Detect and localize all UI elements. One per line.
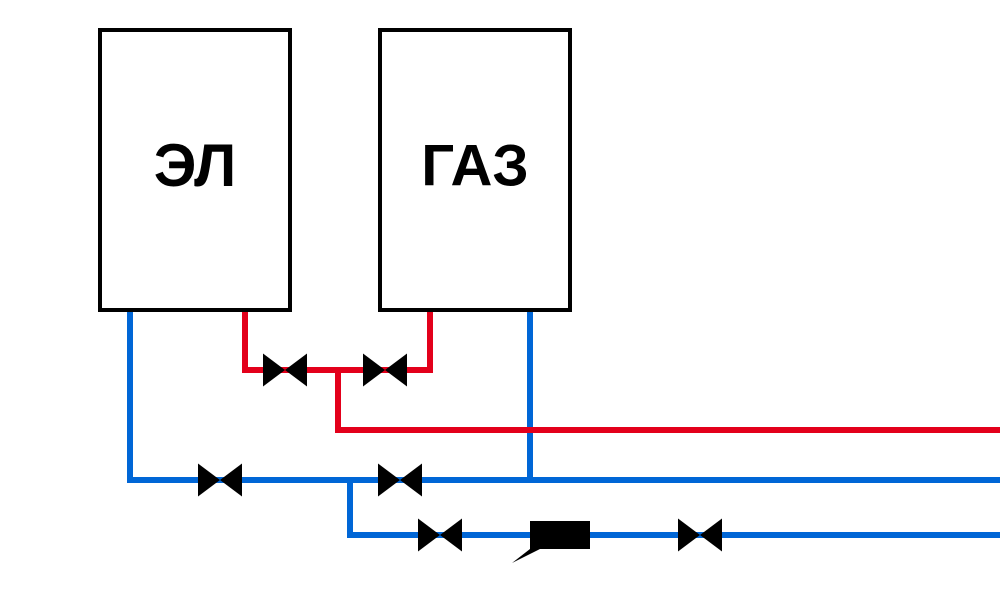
hot-pipe — [338, 370, 1000, 430]
pipes — [130, 310, 1000, 535]
valve-icon — [678, 519, 722, 552]
cold-pipe — [350, 480, 1000, 535]
boiler-label: ЭЛ — [154, 132, 237, 199]
valve-icon — [363, 354, 407, 387]
valve-icon — [198, 464, 242, 497]
boiler-gas: ГАЗ — [380, 30, 570, 310]
valve-icon — [418, 519, 462, 552]
cold-pipe — [130, 310, 1000, 480]
boiler-electric: ЭЛ — [100, 30, 290, 310]
pump-icon — [512, 521, 590, 563]
boiler-label: ГАЗ — [421, 133, 528, 198]
valve-icon — [378, 464, 422, 497]
valve-icon — [263, 354, 307, 387]
